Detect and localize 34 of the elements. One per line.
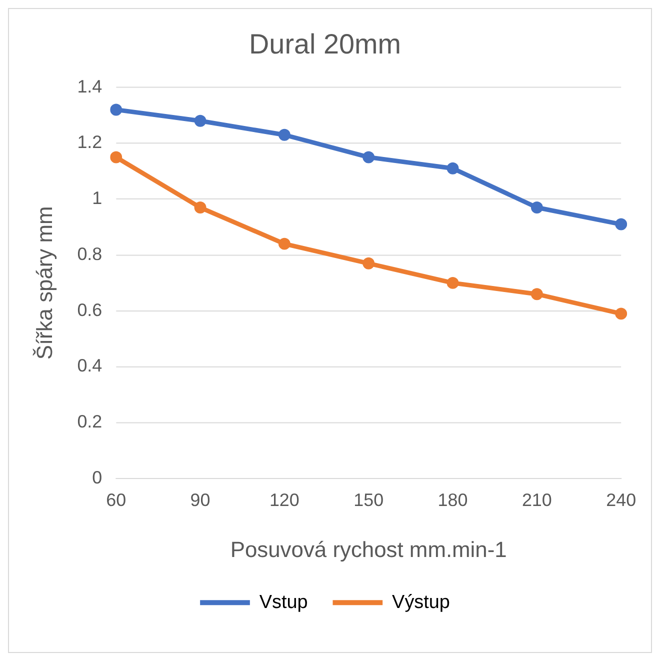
point [362,151,375,164]
x-tick-label: 90 [190,490,210,510]
point [194,202,206,214]
point [278,238,290,250]
y-tick-label: 0.6 [77,300,102,320]
x-tick-label: 150 [354,490,384,510]
point [530,288,543,300]
x-axis-title: Posuvová rychost mm.min-1 [230,537,507,562]
point [615,218,628,230]
point [278,128,290,141]
point [110,104,122,116]
point [110,151,122,164]
x-tick-label: 210 [522,490,552,510]
x-tick-label: 120 [269,490,300,510]
x-tick-label: 180 [438,490,468,510]
y-tick-label: 0 [92,467,102,488]
y-tick-label: 1.4 [77,76,102,96]
y-tick-label: 1 [92,188,102,208]
point [615,308,628,320]
chart-title: Dural 20mm [249,28,402,60]
point [530,202,543,214]
x-tick-label: 240 [606,490,636,510]
y-tick-label: 0.8 [77,244,102,264]
legend-label: Vstup [259,592,308,613]
y-tick-label: 1.2 [77,132,102,152]
y-tick-label: 0.4 [77,356,102,376]
legend-label: Výstup [392,592,450,613]
y-tick-label: 0.2 [77,412,102,432]
y-axis-title: Šířka spáry mm [32,206,58,360]
point [446,276,459,289]
x-tick-label: 60 [106,490,126,510]
point [194,114,206,127]
point [362,257,375,270]
point [446,162,459,174]
